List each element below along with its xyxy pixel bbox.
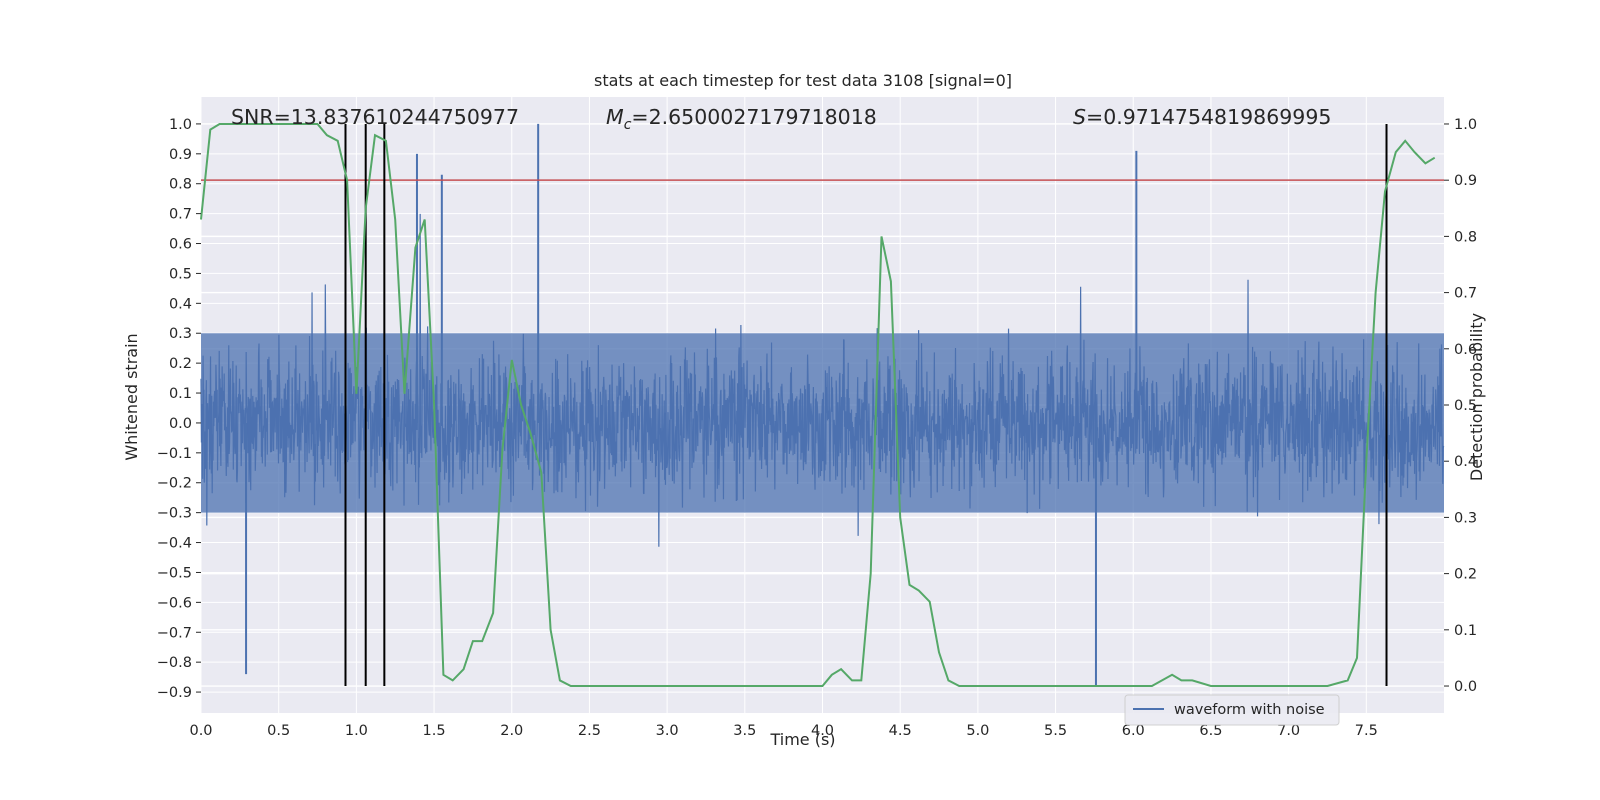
y2-tick-label: 0.8 bbox=[1454, 229, 1477, 245]
y2-tick-labels: 0.0 0.1 0.2 0.3 0.4 0.5 0.6 0.7 0.8 0.9 1.0 bbox=[1444, 117, 1477, 695]
mc-subscript: c bbox=[624, 117, 632, 133]
y-tick-label: 0.8 bbox=[169, 177, 192, 193]
y-tick-label: −0.6 bbox=[157, 595, 192, 611]
x-tick-labels: 0.0 0.5 1.0 1.5 2.0 2.5 3.0 3.5 4.0 4.5 5.0 5.5 6.0 6… bbox=[189, 723, 1377, 739]
y-tick-label: 0.7 bbox=[169, 207, 192, 223]
x-tick-label: 3.0 bbox=[656, 723, 679, 739]
y-tick-label: −0.5 bbox=[157, 565, 192, 581]
y2-tick-label: 0.4 bbox=[1454, 454, 1477, 470]
y-tick-label: −0.8 bbox=[157, 655, 192, 671]
x-tick-label: 7.5 bbox=[1355, 723, 1378, 739]
y-tick-label: 0.4 bbox=[169, 296, 192, 312]
y-tick-label: −0.1 bbox=[157, 446, 192, 462]
chirp-mass-annotation: Mc=2.6500027179718018 bbox=[606, 105, 877, 133]
s-value: =0.9714754819869995 bbox=[1086, 105, 1331, 129]
waveform-series bbox=[200, 123, 1445, 687]
chart-title: stats at each timestep for test data 310… bbox=[594, 71, 1012, 90]
legend-label: waveform with noise bbox=[1174, 702, 1325, 718]
y-tick-label: −0.3 bbox=[157, 506, 192, 522]
x-tick-label: 4.5 bbox=[889, 723, 912, 739]
y2-tick-label: 0.1 bbox=[1454, 623, 1477, 639]
y-tick-label: 0.0 bbox=[169, 416, 192, 432]
y2-tick-label: 1.0 bbox=[1454, 117, 1477, 133]
s-annotation: S=0.9714754819869995 bbox=[1073, 105, 1331, 129]
y2-tick-label: 0.3 bbox=[1454, 510, 1477, 526]
vertical-markers bbox=[344, 123, 1388, 687]
legend-box bbox=[1124, 694, 1340, 726]
snr-annotation: SNR=13.837610244750977 bbox=[231, 105, 519, 129]
y-tick-label: 0.5 bbox=[169, 266, 192, 282]
x-tick-label: 5.0 bbox=[966, 723, 989, 739]
mc-value: =2.6500027179718018 bbox=[631, 105, 876, 129]
x-tick-label: 2.5 bbox=[578, 723, 601, 739]
x-axis-label: Time (s) bbox=[769, 730, 835, 749]
y-tick-label: 0.6 bbox=[169, 237, 192, 253]
y-tick-label: 0.3 bbox=[169, 326, 192, 342]
y2-axis-label: Detection probability bbox=[1467, 313, 1486, 481]
y-tick-label: 0.9 bbox=[169, 147, 192, 163]
legend: waveform with noise bbox=[1124, 694, 1340, 726]
y-tick-label: −0.7 bbox=[157, 625, 192, 641]
x-tick-label: 6.0 bbox=[1122, 723, 1145, 739]
y2-tick-label: 0.9 bbox=[1454, 173, 1477, 189]
y-tick-label: −0.9 bbox=[157, 685, 192, 701]
detection-probability-line bbox=[200, 123, 1436, 687]
x-tick-label: 6.5 bbox=[1199, 723, 1222, 739]
y2-tick-label: 0.7 bbox=[1454, 286, 1477, 302]
s-symbol: S bbox=[1073, 105, 1086, 129]
y2-tick-label: 0.6 bbox=[1454, 342, 1477, 358]
x-tick-label: 0.5 bbox=[267, 723, 290, 739]
x-tick-label: 0.0 bbox=[189, 723, 212, 739]
y2-tick-label: 0.0 bbox=[1454, 679, 1477, 695]
x-tick-label: 1.5 bbox=[423, 723, 446, 739]
x-tick-label: 5.5 bbox=[1044, 723, 1067, 739]
x-tick-label: 3.5 bbox=[733, 723, 756, 739]
y-tick-label: −0.4 bbox=[157, 536, 192, 552]
y2-tick-label: 0.5 bbox=[1454, 398, 1477, 414]
y-tick-label: 0.1 bbox=[169, 386, 192, 402]
x-tick-label: 7.0 bbox=[1277, 723, 1300, 739]
y-tick-labels: −0.9 −0.8 −0.7 −0.6 −0.5 −0.4 −0.3 −0.2 −0.1 0.0 0… bbox=[157, 117, 201, 701]
y-axis-label: Whitened strain bbox=[122, 333, 141, 460]
y2-tick-label: 0.2 bbox=[1454, 567, 1477, 583]
y-tick-label: 1.0 bbox=[169, 117, 192, 133]
x-tick-label: 2.0 bbox=[500, 723, 523, 739]
mc-symbol: M bbox=[606, 105, 624, 129]
y-tick-label: 0.2 bbox=[169, 356, 192, 372]
x-tick-label: 1.0 bbox=[345, 723, 368, 739]
x-tick-label: 4.0 bbox=[811, 723, 834, 739]
y-tick-label: −0.2 bbox=[157, 476, 192, 492]
waveform-core bbox=[201, 333, 1444, 513]
